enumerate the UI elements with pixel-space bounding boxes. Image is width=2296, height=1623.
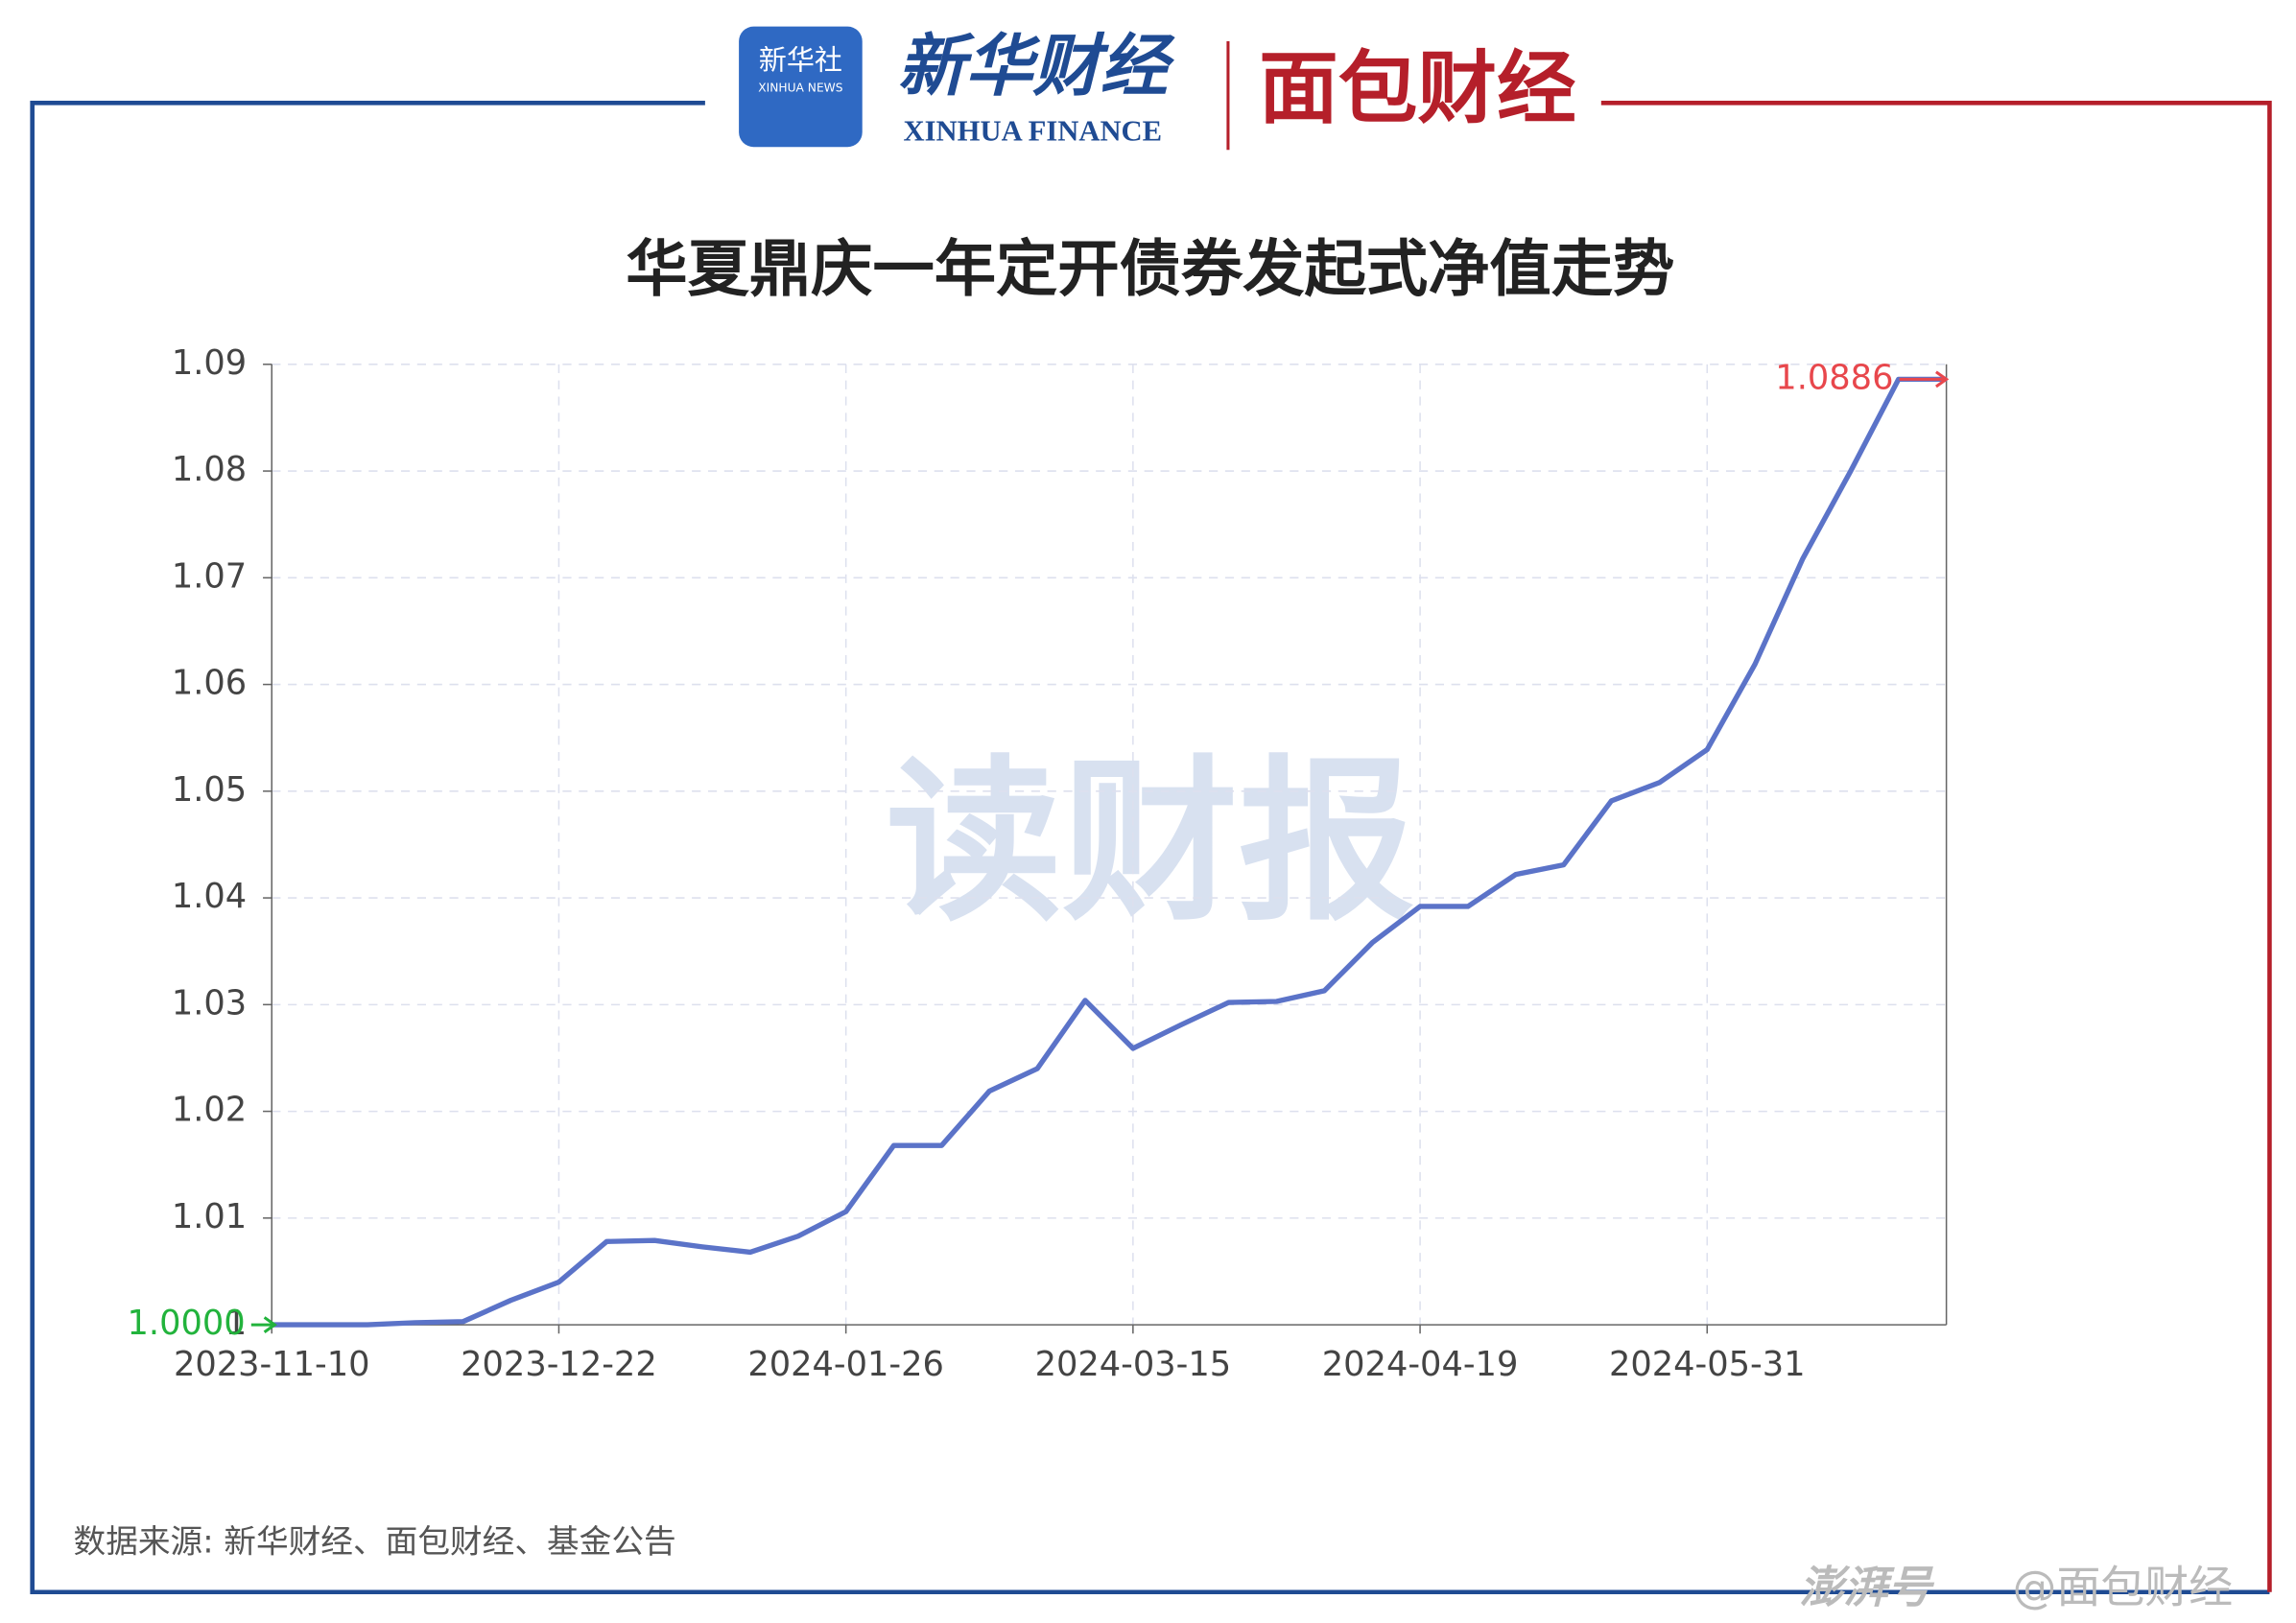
y-tick-label: 1.09 (172, 343, 247, 383)
watermark: 读财报 (886, 740, 1414, 945)
y-tick-label: 1.07 (172, 556, 247, 596)
y-tick-label: 1.02 (172, 1091, 247, 1130)
chart-title: 华夏鼎庆一年定开债券发起式净值走势 (626, 233, 1674, 305)
footer-platform: 澎湃号 (1800, 1562, 1935, 1613)
x-tick-label: 2023-12-22 (461, 1345, 657, 1384)
markline-label: 1.0886 (1775, 358, 1893, 397)
y-tick-label: 1.05 (172, 770, 247, 810)
xinhua-logo-en: XINHUA NEWS (758, 81, 843, 94)
x-tick-label: 2024-04-19 (1322, 1345, 1519, 1384)
x-tick-label: 2024-01-26 (747, 1345, 944, 1384)
xinhua-logo-box (739, 26, 863, 148)
y-tick-label: 1 (225, 1304, 247, 1343)
x-tick-label: 2024-05-31 (1609, 1345, 1806, 1384)
xinhua-logo: 新华社 (759, 43, 842, 76)
markline-arrow (263, 1316, 277, 1333)
y-tick-label: 1.01 (172, 1197, 247, 1236)
y-tick-label: 1.04 (172, 877, 247, 916)
frame-left (30, 100, 2270, 1595)
y-tick-label: 1.03 (172, 983, 247, 1023)
x-tick-label: 2023-11-10 (174, 1345, 370, 1384)
y-tick-label: 1.08 (172, 450, 247, 489)
source: 数据来源: 新华财经、面包财经、基金公告 (74, 1523, 676, 1561)
x-tick-label: 2024-03-15 (1035, 1345, 1232, 1384)
footer-account: @面包财经 (2013, 1562, 2234, 1613)
brand: 新华财经 (898, 27, 1175, 106)
plot: 1 1.01 1.02 1.03 1.04 1.05 1.06 1.07 1.08 1.09 202… (127, 343, 1950, 1384)
partner: 面包财经 (1259, 43, 1576, 135)
frame-right (1600, 100, 2272, 1592)
y-tick-label: 1.06 (172, 664, 247, 703)
markline-arrow (1935, 370, 1950, 388)
brand-en: XINHUA FINANCE (904, 114, 1163, 147)
markline-label: 1.0000 (127, 1304, 245, 1343)
line (272, 376, 1947, 1328)
